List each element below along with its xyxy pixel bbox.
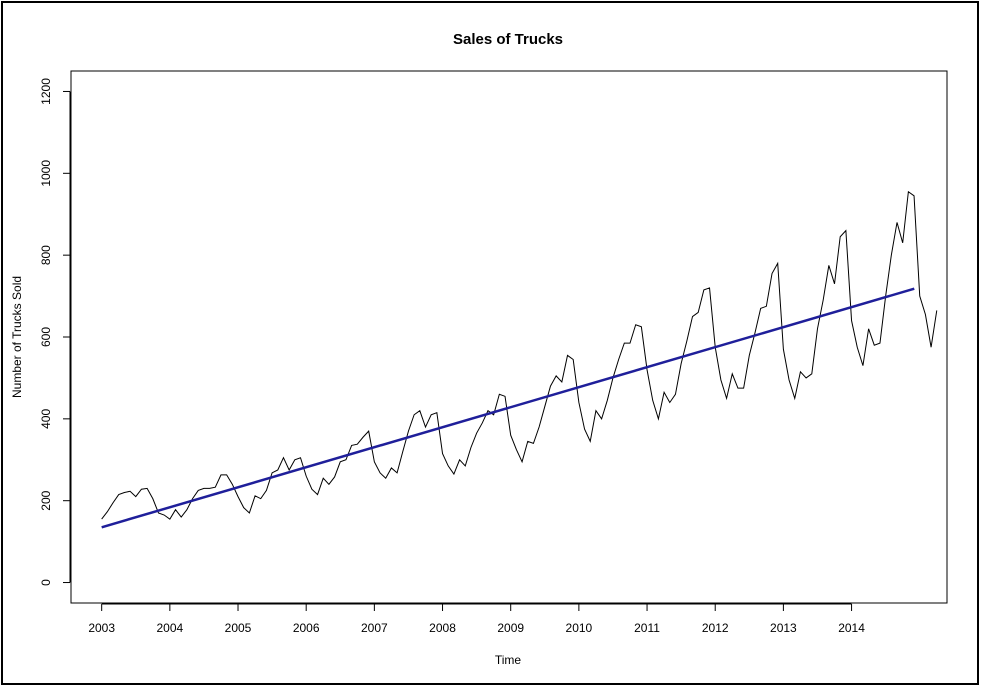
x-tick-label: 2004 <box>156 621 183 635</box>
x-tick-label: 2007 <box>361 621 388 635</box>
series-layer <box>101 190 938 529</box>
y-axis: 0 200 400 600 800 1000 1200 <box>39 78 71 586</box>
x-tick-label: 2006 <box>293 621 320 635</box>
y-tick-label: 600 <box>39 327 53 347</box>
plot-area-border <box>70 70 948 604</box>
x-axis: 2003 2004 2005 2006 2007 2008 2009 2010 2011 2012… <box>88 603 865 635</box>
x-tick-label: 2012 <box>702 621 729 635</box>
x-tick-label: 2014 <box>838 621 865 635</box>
chart-title: Sales of Trucks <box>453 31 563 48</box>
trend-line <box>101 287 915 529</box>
x-tick-label: 2009 <box>497 621 524 635</box>
y-tick-label: 800 <box>39 245 53 265</box>
x-tick-label: 2003 <box>88 621 115 635</box>
x-tick-label: 2005 <box>225 621 252 635</box>
x-axis-label: Time <box>495 653 522 667</box>
x-tick-label: 2008 <box>429 621 456 635</box>
y-tick-label: 400 <box>39 409 53 429</box>
x-tick-label: 2011 <box>634 621 660 635</box>
y-axis-label: Number of Trucks Sold <box>10 276 24 398</box>
x-tick-label: 2010 <box>566 621 593 635</box>
y-tick-label: 200 <box>39 490 53 510</box>
y-tick-label: 1000 <box>39 160 53 187</box>
y-tick-label: 0 <box>39 579 53 586</box>
y-tick-label: 1200 <box>39 78 53 105</box>
sales-series-line <box>101 190 938 520</box>
x-tick-label: 2013 <box>770 621 797 635</box>
